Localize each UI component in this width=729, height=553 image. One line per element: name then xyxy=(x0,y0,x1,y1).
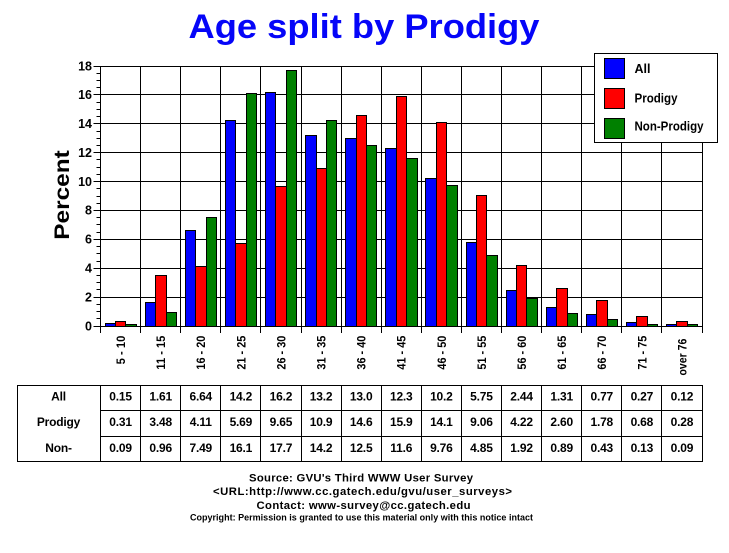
svg-text:66 - 70: 66 - 70 xyxy=(595,335,609,369)
svg-text:Prodigy: Prodigy xyxy=(37,415,81,429)
svg-text:2.44: 2.44 xyxy=(510,390,533,404)
svg-text:6: 6 xyxy=(85,233,92,247)
svg-text:10.9: 10.9 xyxy=(310,415,333,429)
svg-text:0.68: 0.68 xyxy=(631,415,654,429)
svg-text:21 - 25: 21 - 25 xyxy=(234,335,248,369)
svg-text:14.6: 14.6 xyxy=(350,415,373,429)
svg-text:14.2: 14.2 xyxy=(230,390,253,404)
svg-text:2: 2 xyxy=(85,290,92,304)
svg-text:51 - 55: 51 - 55 xyxy=(475,335,489,369)
svg-text:18: 18 xyxy=(78,59,92,73)
svg-text:0.12: 0.12 xyxy=(671,390,694,404)
svg-text:5.69: 5.69 xyxy=(230,415,253,429)
svg-text:9.06: 9.06 xyxy=(470,415,493,429)
svg-text:12.5: 12.5 xyxy=(350,441,373,455)
svg-text:4.11: 4.11 xyxy=(190,415,212,429)
svg-text:0: 0 xyxy=(85,319,92,333)
svg-text:0.77: 0.77 xyxy=(590,390,613,404)
svg-text:All: All xyxy=(51,390,66,404)
svg-text:0.09: 0.09 xyxy=(671,441,694,455)
svg-text:14: 14 xyxy=(78,117,92,131)
svg-text:0.09: 0.09 xyxy=(109,441,132,455)
svg-text:Percent: Percent xyxy=(51,150,74,240)
svg-text:Age split by Prodigy: Age split by Prodigy xyxy=(189,8,540,46)
svg-text:5.75: 5.75 xyxy=(470,390,493,404)
svg-text:Source: GVU's Third WWW User S: Source: GVU's Third WWW User Survey xyxy=(249,472,474,484)
svg-text:5 - 10: 5 - 10 xyxy=(114,335,128,364)
svg-text:14.2: 14.2 xyxy=(310,441,333,455)
svg-text:14.1: 14.1 xyxy=(430,415,453,429)
svg-text:6.64: 6.64 xyxy=(189,390,212,404)
svg-text:16 - 20: 16 - 20 xyxy=(194,335,208,369)
svg-text:3.48: 3.48 xyxy=(149,415,172,429)
svg-text:61 - 65: 61 - 65 xyxy=(555,335,569,369)
svg-text:0.27: 0.27 xyxy=(631,390,654,404)
svg-text:4: 4 xyxy=(85,262,92,276)
svg-text:71 - 75: 71 - 75 xyxy=(635,335,649,369)
svg-text:10.2: 10.2 xyxy=(430,390,453,404)
svg-text:0.13: 0.13 xyxy=(631,441,654,455)
svg-text:1.31: 1.31 xyxy=(550,390,573,404)
svg-text:7.49: 7.49 xyxy=(189,441,212,455)
svg-text:0.43: 0.43 xyxy=(590,441,613,455)
svg-text:56 - 60: 56 - 60 xyxy=(515,335,529,369)
svg-text:8: 8 xyxy=(85,204,92,218)
svg-text:0.31: 0.31 xyxy=(109,415,132,429)
svg-text:0.96: 0.96 xyxy=(149,441,172,455)
svg-text:Contact: www-survey@cc.gatech.: Contact: www-survey@cc.gatech.edu xyxy=(257,500,471,512)
svg-text:11 - 15: 11 - 15 xyxy=(154,335,168,369)
svg-text:All: All xyxy=(635,62,651,76)
svg-text:1.78: 1.78 xyxy=(590,415,613,429)
svg-text:15.9: 15.9 xyxy=(390,415,413,429)
svg-text:13.0: 13.0 xyxy=(350,390,373,404)
svg-text:over 76: over 76 xyxy=(675,338,689,375)
svg-text:0.28: 0.28 xyxy=(671,415,694,429)
svg-text:41 - 45: 41 - 45 xyxy=(395,335,409,369)
svg-text:0.15: 0.15 xyxy=(109,390,132,404)
svg-text:Prodigy: Prodigy xyxy=(635,92,678,106)
svg-text:46 - 50: 46 - 50 xyxy=(435,335,449,369)
svg-text:1.92: 1.92 xyxy=(510,441,533,455)
svg-text:1.61: 1.61 xyxy=(149,390,172,404)
svg-text:13.2: 13.2 xyxy=(310,390,333,404)
svg-text:Copyright: Permission is grant: Copyright: Permission is granted to use … xyxy=(190,513,533,523)
svg-text:17.7: 17.7 xyxy=(270,441,293,455)
svg-text:Non-: Non- xyxy=(45,441,72,455)
svg-text:4.22: 4.22 xyxy=(510,415,533,429)
svg-text:0.89: 0.89 xyxy=(550,441,573,455)
svg-text:9.65: 9.65 xyxy=(270,415,293,429)
svg-text:9.76: 9.76 xyxy=(430,441,453,455)
svg-text:26 - 30: 26 - 30 xyxy=(274,335,288,369)
svg-text:10: 10 xyxy=(78,175,92,189)
svg-text:11.6: 11.6 xyxy=(390,441,412,455)
svg-text:<URL:http://www.cc.gatech.edu/: <URL:http://www.cc.gatech.edu/gvu/user_s… xyxy=(213,486,512,498)
svg-text:16.1: 16.1 xyxy=(230,441,253,455)
svg-text:31 - 35: 31 - 35 xyxy=(314,335,328,369)
svg-text:16: 16 xyxy=(78,88,92,102)
svg-text:2.60: 2.60 xyxy=(550,415,573,429)
svg-text:4.85: 4.85 xyxy=(470,441,493,455)
svg-text:16.2: 16.2 xyxy=(270,390,293,404)
svg-text:12.3: 12.3 xyxy=(390,390,413,404)
svg-text:Non-Prodigy: Non-Prodigy xyxy=(635,120,704,134)
svg-text:36 - 40: 36 - 40 xyxy=(355,335,369,369)
svg-text:12: 12 xyxy=(78,146,92,160)
